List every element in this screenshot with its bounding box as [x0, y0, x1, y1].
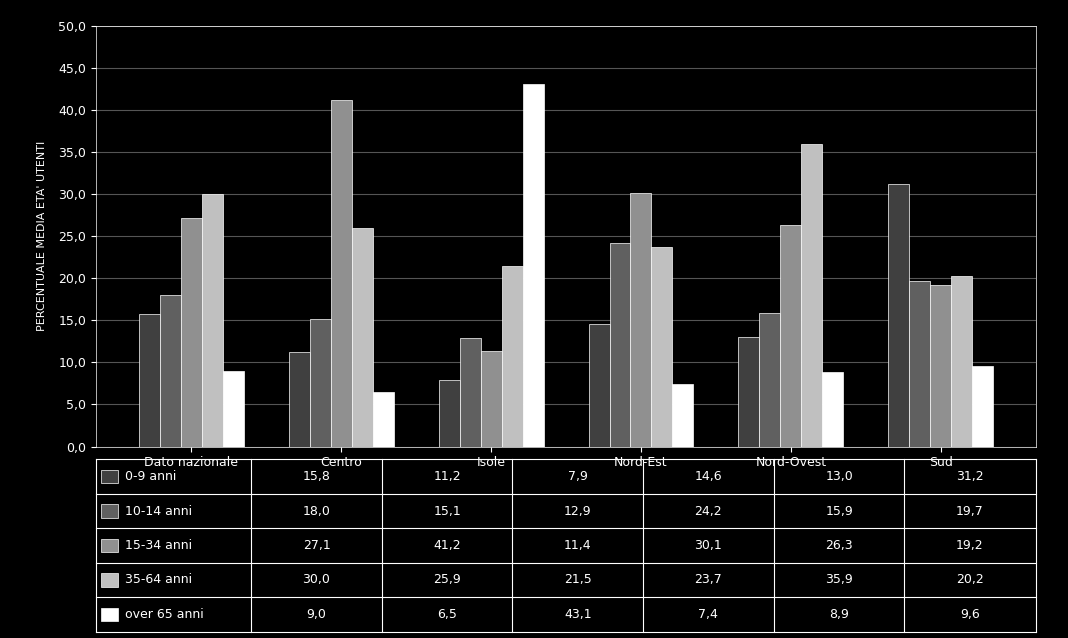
- Bar: [439, 380, 459, 447]
- Text: 8,9: 8,9: [829, 608, 849, 621]
- Text: 0-9 anni: 0-9 anni: [125, 470, 176, 483]
- Text: 13,0: 13,0: [826, 470, 853, 483]
- Text: 10-14 anni: 10-14 anni: [125, 505, 192, 517]
- Text: 20,2: 20,2: [956, 574, 984, 586]
- Bar: [909, 281, 930, 447]
- Bar: [930, 285, 952, 447]
- Text: 6,5: 6,5: [437, 608, 457, 621]
- Text: 19,7: 19,7: [956, 505, 984, 517]
- Text: 7,9: 7,9: [568, 470, 587, 483]
- Bar: [630, 193, 651, 447]
- Text: 15,8: 15,8: [302, 470, 330, 483]
- Text: 30,0: 30,0: [302, 574, 330, 586]
- Bar: [202, 194, 223, 447]
- Text: 35,9: 35,9: [826, 574, 853, 586]
- Text: 11,4: 11,4: [564, 539, 592, 552]
- Text: 30,1: 30,1: [694, 539, 722, 552]
- Text: 21,5: 21,5: [564, 574, 592, 586]
- Text: 11,2: 11,2: [434, 470, 461, 483]
- Y-axis label: PERCENTUALE MEDIA ETA' UTENTI: PERCENTUALE MEDIA ETA' UTENTI: [37, 141, 47, 331]
- Text: 24,2: 24,2: [694, 505, 722, 517]
- Text: 35-64 anni: 35-64 anni: [125, 574, 192, 586]
- Text: 15,9: 15,9: [826, 505, 853, 517]
- Text: 43,1: 43,1: [564, 608, 592, 621]
- Text: 19,2: 19,2: [956, 539, 984, 552]
- Bar: [889, 184, 909, 447]
- Bar: [139, 313, 160, 447]
- Text: 41,2: 41,2: [434, 539, 461, 552]
- Bar: [180, 218, 202, 447]
- Bar: [972, 366, 993, 447]
- FancyBboxPatch shape: [100, 470, 117, 484]
- FancyBboxPatch shape: [100, 538, 117, 553]
- Bar: [952, 276, 972, 447]
- Text: 15-34 anni: 15-34 anni: [125, 539, 192, 552]
- Bar: [310, 320, 331, 447]
- Bar: [288, 352, 310, 447]
- Text: 27,1: 27,1: [302, 539, 330, 552]
- Bar: [481, 351, 502, 447]
- Text: 31,2: 31,2: [956, 470, 984, 483]
- Bar: [331, 100, 351, 447]
- Text: 14,6: 14,6: [694, 470, 722, 483]
- Bar: [673, 384, 693, 447]
- Text: 12,9: 12,9: [564, 505, 592, 517]
- Text: over 65 anni: over 65 anni: [125, 608, 204, 621]
- FancyBboxPatch shape: [100, 573, 117, 587]
- Bar: [588, 323, 610, 447]
- Text: 23,7: 23,7: [694, 574, 722, 586]
- Bar: [223, 371, 244, 447]
- Text: 26,3: 26,3: [826, 539, 853, 552]
- Text: 15,1: 15,1: [434, 505, 461, 517]
- FancyBboxPatch shape: [100, 504, 117, 518]
- Text: 25,9: 25,9: [434, 574, 461, 586]
- Text: 9,0: 9,0: [307, 608, 327, 621]
- Bar: [502, 265, 522, 447]
- Bar: [459, 338, 481, 447]
- Bar: [759, 313, 781, 447]
- Bar: [610, 243, 630, 447]
- FancyBboxPatch shape: [100, 607, 117, 621]
- Text: 9,6: 9,6: [960, 608, 979, 621]
- Bar: [160, 295, 180, 447]
- Bar: [781, 225, 801, 447]
- Bar: [522, 84, 544, 447]
- Bar: [822, 372, 844, 447]
- Text: 7,4: 7,4: [698, 608, 719, 621]
- Bar: [801, 144, 822, 447]
- Bar: [651, 247, 673, 447]
- Bar: [373, 392, 394, 447]
- Bar: [351, 228, 373, 447]
- Text: 18,0: 18,0: [302, 505, 330, 517]
- Bar: [738, 337, 759, 447]
